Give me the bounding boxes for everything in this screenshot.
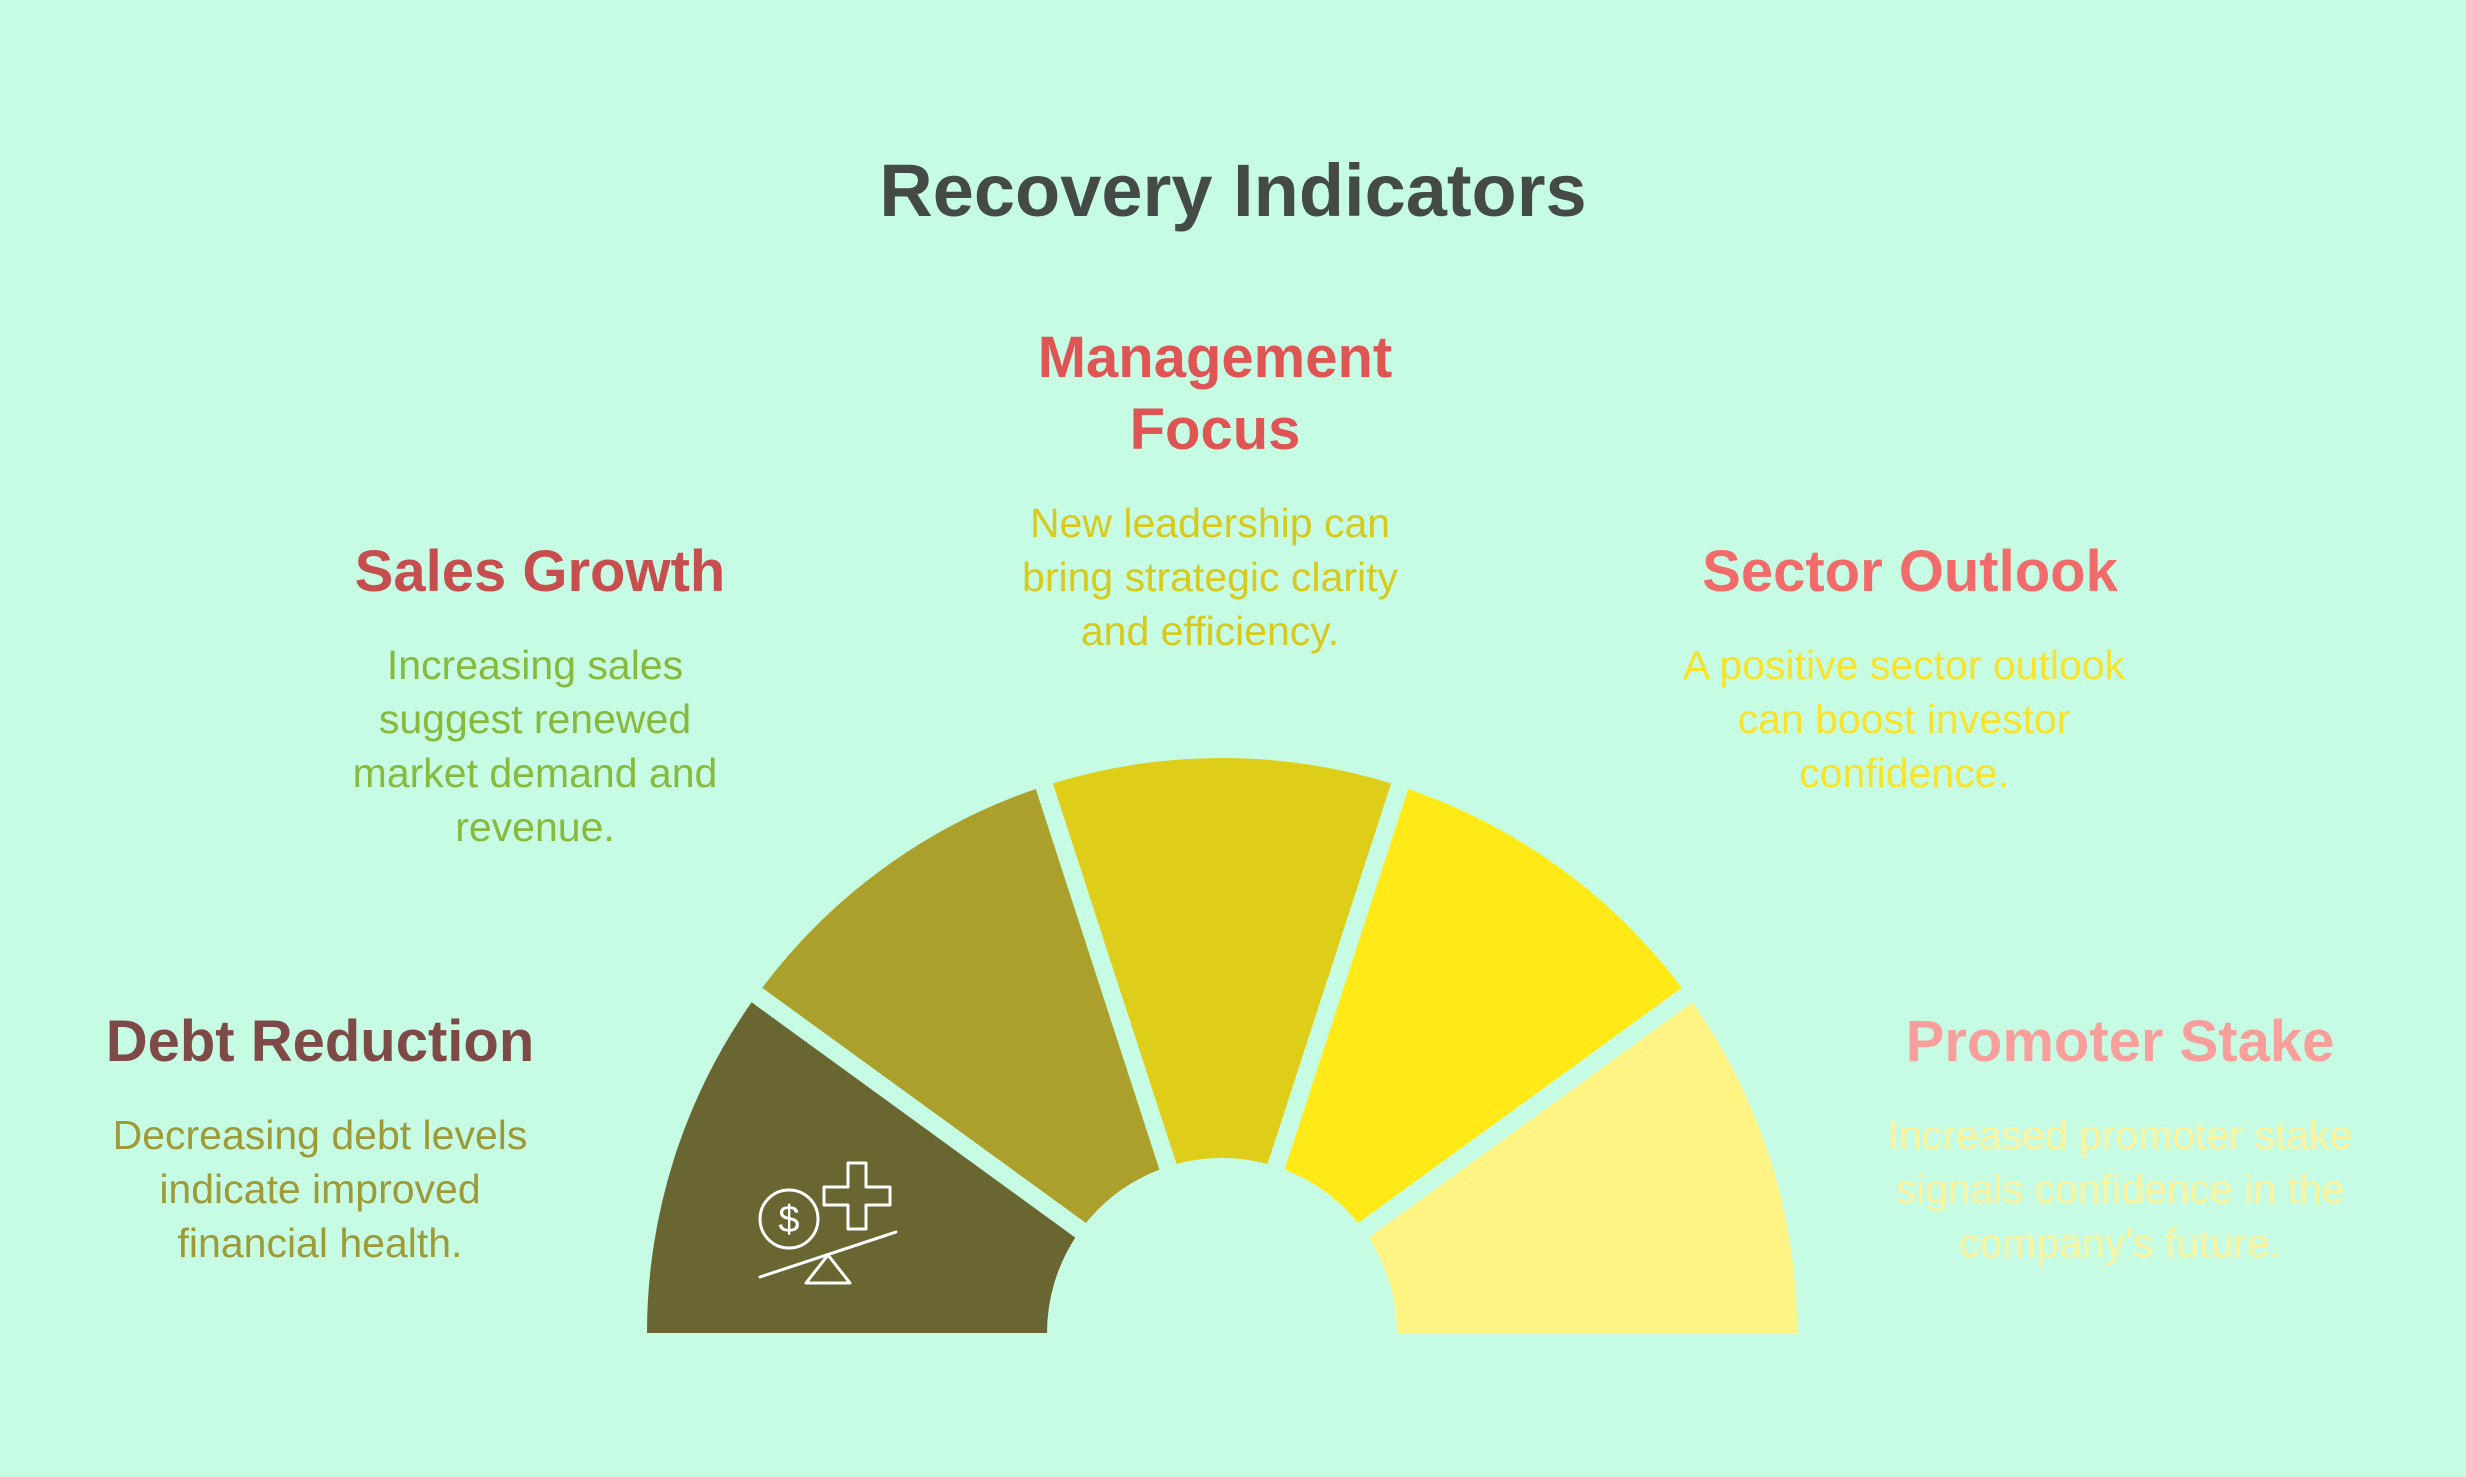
debt-reduction-description: Decreasing debt levels indicate improved…	[112, 1112, 528, 1266]
management-focus-heading: Management Focus	[1037, 325, 1393, 462]
segment-promoter-stake	[1368, 1002, 1797, 1333]
label-promoter-stake: Promoter Stake Increased promoter stake …	[1840, 1006, 2400, 1270]
svg-text:$: $	[778, 1199, 799, 1241]
segment-sales-growth	[762, 789, 1160, 1223]
promoter-stake-heading: Promoter Stake	[1905, 1009, 2335, 1074]
label-debt-reduction: Debt Reduction Decreasing debt levels in…	[60, 1006, 580, 1270]
sector-outlook-heading: Sector Outlook	[1702, 539, 2118, 604]
sales-growth-heading: Sales Growth	[354, 539, 726, 604]
diagram-title: Recovery Indicators	[879, 149, 1587, 232]
debt-reduction-heading: Debt Reduction	[105, 1009, 535, 1074]
label-sector-outlook: Sector Outlook A positive sector outlook…	[1640, 536, 2180, 800]
label-sales-growth: Sales Growth Increasing sales suggest re…	[300, 536, 780, 854]
segment-management-focus	[1052, 757, 1392, 1164]
management-focus-description: New leadership can bring strategic clari…	[1022, 500, 1398, 654]
segment-sector-outlook	[1284, 789, 1682, 1223]
sector-outlook-description: A positive sector outlook can boost inve…	[1682, 642, 2126, 796]
label-management-focus: Management Focus New leadership can brin…	[985, 322, 1445, 658]
promoter-stake-description: Increased promoter stake signals confide…	[1887, 1112, 2353, 1266]
segment-debt-reduction	[647, 1002, 1076, 1333]
scale-dollar-plus-icon: $	[758, 1161, 898, 1285]
sales-growth-description: Increasing sales suggest renewed market …	[352, 642, 718, 850]
